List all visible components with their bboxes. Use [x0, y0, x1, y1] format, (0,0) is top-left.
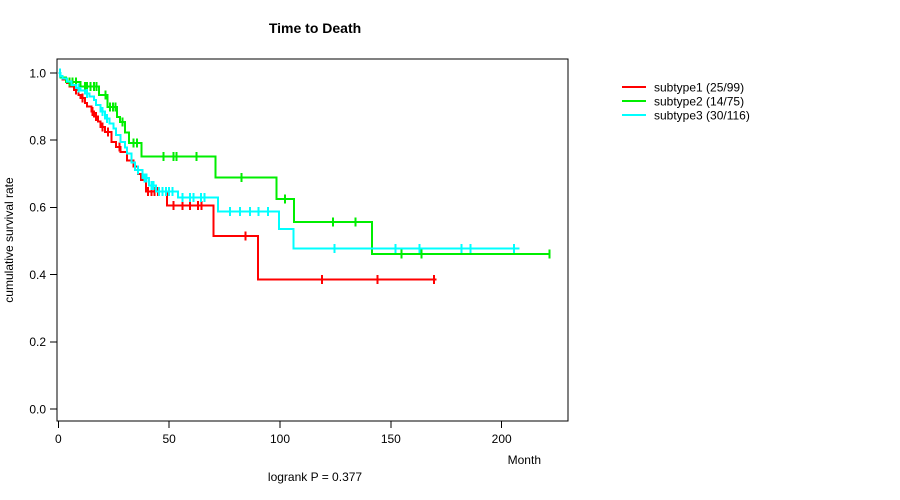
plot-box — [56, 58, 569, 422]
legend-item-subtype3: subtype3 (30/116) — [622, 109, 750, 123]
footnote-logrank: logrank P = 0.377 — [268, 470, 363, 484]
x-axis-tick-label: 100 — [270, 432, 290, 446]
x-axis-tick-label: 200 — [492, 432, 512, 446]
x-axis-tick-label: 50 — [162, 432, 176, 446]
y-axis-title: cumulative survival rate — [2, 177, 16, 303]
y-axis-tick-label: 0.8 — [29, 134, 46, 148]
legend-item-subtype2: subtype2 (14/75) — [622, 95, 744, 109]
y-axis-tick-label: 0.2 — [29, 335, 46, 349]
axes-layer: 0 50 100 150 200 0.0 0.2 0.4 0.6 0.8 1.0 — [29, 58, 569, 446]
y-axis-tick-label: 0.0 — [29, 402, 46, 416]
x-axis-title: Month — [508, 453, 541, 467]
survival-curve-subtype2 — [58, 72, 551, 256]
survival-curve-subtype3 — [58, 72, 520, 250]
y-axis-tick-label: 0.6 — [29, 201, 46, 215]
legend-label-subtype3: subtype3 (30/116) — [654, 109, 750, 123]
x-axis-tick-label: 150 — [381, 432, 401, 446]
chart-title: Time to Death — [269, 20, 361, 36]
legend-label-subtype2: subtype2 (14/75) — [654, 95, 744, 109]
legend-label-subtype1: subtype1 (25/99) — [654, 81, 744, 95]
x-axis-tick-label: 0 — [55, 432, 62, 446]
legend-item-subtype1: subtype1 (25/99) — [622, 81, 744, 95]
y-axis-tick-label: 0.4 — [29, 268, 46, 282]
curves-layer — [58, 68, 551, 284]
y-axis-tick-label: 1.0 — [29, 66, 46, 80]
legend: subtype1 (25/99) subtype2 (14/75) subtyp… — [622, 81, 750, 123]
